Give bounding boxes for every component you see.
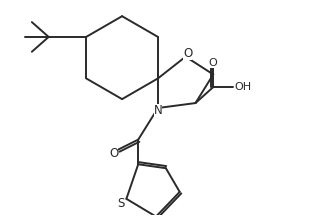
Text: N: N: [154, 105, 162, 118]
Text: O: O: [183, 47, 192, 60]
Text: S: S: [117, 197, 124, 210]
Text: OH: OH: [234, 82, 251, 92]
Text: O: O: [208, 58, 217, 68]
Text: O: O: [109, 147, 118, 160]
